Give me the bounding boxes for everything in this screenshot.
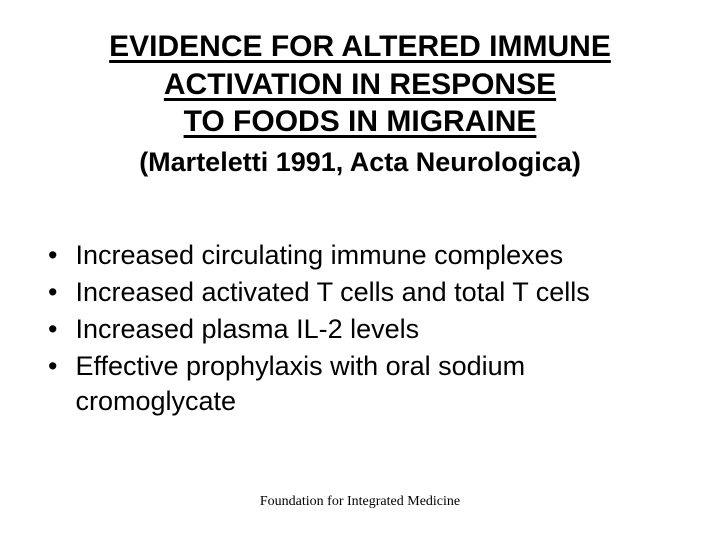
list-item: • Increased activated T cells and total … — [48, 275, 680, 310]
bullet-list: • Increased circulating immune complexes… — [40, 238, 680, 419]
title-line-3: TO FOODS IN MIGRAINE — [184, 105, 537, 138]
bullet-icon: • — [48, 349, 57, 384]
bullet-icon: • — [48, 275, 57, 310]
slide-title: EVIDENCE FOR ALTERED IMMUNE ACTIVATION I… — [40, 28, 680, 141]
bullet-text: Increased circulating immune complexes — [75, 238, 680, 273]
bullet-icon: • — [48, 238, 57, 273]
bullet-text: Increased activated T cells and total T … — [75, 275, 680, 310]
bullet-text: Increased plasma IL-2 levels — [75, 312, 680, 347]
title-line-2: ACTIVATION IN RESPONSE — [164, 68, 556, 101]
title-line-1: EVIDENCE FOR ALTERED IMMUNE — [109, 30, 611, 63]
list-item: • Increased plasma IL-2 levels — [48, 312, 680, 347]
bullet-icon: • — [48, 312, 57, 347]
list-item: • Increased circulating immune complexes — [48, 238, 680, 273]
slide-subtitle: (Marteletti 1991, Acta Neurologica) — [40, 147, 680, 178]
slide-footer: Foundation for Integrated Medicine — [0, 494, 720, 510]
list-item: • Effective prophylaxis with oral sodium… — [48, 349, 680, 419]
bullet-text: Effective prophylaxis with oral sodium c… — [75, 349, 680, 419]
